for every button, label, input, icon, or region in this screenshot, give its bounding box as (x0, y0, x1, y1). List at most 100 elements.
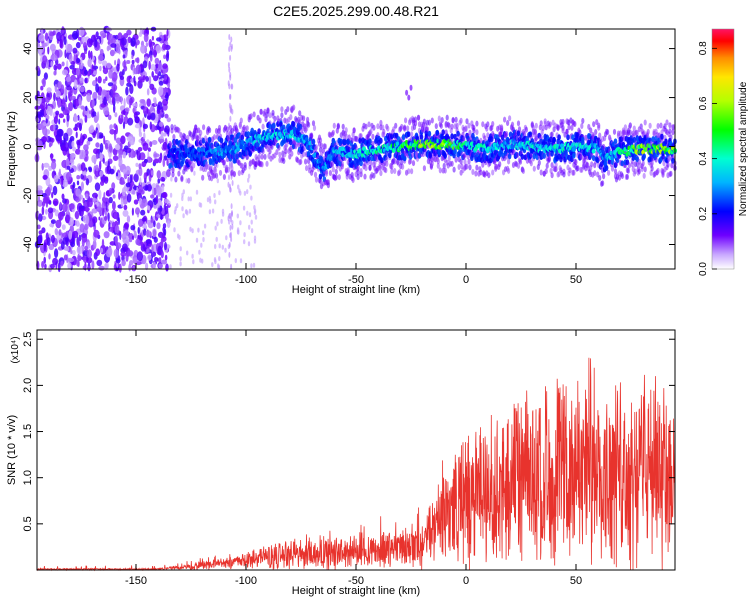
faint-blob (221, 244, 224, 250)
noise-blob (72, 249, 76, 256)
noise-blob (92, 131, 96, 139)
noise-blob (137, 147, 143, 152)
noise-blob (149, 141, 153, 148)
faint-blob (178, 234, 181, 240)
noise-blob (148, 39, 153, 48)
noise-blob (86, 249, 92, 259)
ridge-halo (643, 166, 647, 173)
faint-blob (170, 176, 173, 182)
noise-blob (132, 103, 138, 108)
ridge-halo (201, 174, 205, 181)
noise-blob (108, 196, 113, 204)
streak-blob (231, 223, 234, 230)
noise-blob (87, 70, 91, 77)
ridge-halo (601, 180, 605, 187)
noise-blob (108, 69, 113, 79)
spectrogram-x-tick-label: -100 (235, 274, 257, 286)
ridge-halo (290, 150, 294, 157)
ridge-halo (328, 170, 332, 176)
noise-blob (61, 175, 64, 186)
noise-blob (143, 172, 147, 181)
noise-blob (101, 60, 108, 67)
ridge-halo (574, 159, 578, 166)
noise-blob (56, 31, 62, 42)
ridge-halo (427, 119, 431, 126)
ridge-halo (344, 133, 348, 140)
noise-blob (61, 69, 69, 76)
ridge-halo (324, 168, 328, 175)
noise-blob (43, 162, 50, 168)
noise-blob (133, 230, 137, 239)
noise-blob (129, 138, 135, 146)
ridge-band (257, 128, 261, 135)
ridge-halo (275, 149, 279, 156)
noise-blob (146, 156, 152, 163)
isolated-blob (405, 89, 409, 96)
ridge-halo (648, 122, 652, 129)
noise-blob (46, 87, 52, 93)
ridge-band (207, 136, 212, 143)
ridge-halo (503, 116, 507, 123)
ridge-halo (356, 169, 360, 176)
noise-blob (118, 157, 123, 166)
faint-blob (209, 198, 212, 204)
ridge-halo (212, 134, 217, 141)
faint-blob (250, 195, 253, 201)
noise-blob (156, 37, 162, 42)
noise-blob (54, 209, 59, 217)
noise-blob (110, 38, 117, 44)
ridge-halo (463, 159, 467, 165)
noise-blob (95, 83, 99, 93)
noise-blob (124, 107, 130, 112)
noise-blob (80, 133, 83, 143)
noise-blob (164, 241, 167, 251)
noise-blob (114, 93, 121, 102)
ridge-halo (539, 169, 543, 176)
noise-blob (165, 92, 169, 102)
noise-blob (72, 230, 79, 239)
ridge-halo (273, 115, 277, 122)
faint-blob (236, 213, 239, 219)
noise-blob (99, 65, 102, 72)
noise-blob (38, 213, 43, 222)
ridge-halo (259, 108, 263, 115)
ridge-halo (330, 161, 334, 168)
ridge-halo (222, 159, 226, 166)
noise-blob (150, 194, 155, 199)
ridge-halo (217, 124, 222, 131)
ridge-halo (573, 121, 577, 127)
ridge-halo (507, 158, 511, 165)
noise-blob (92, 98, 95, 108)
colorbar-frame (711, 28, 735, 270)
noise-blob (82, 42, 88, 49)
noise-blob (38, 195, 40, 203)
noise-blob (99, 97, 103, 106)
noise-blob (125, 253, 129, 262)
noise-blob (58, 118, 61, 125)
noise-blob (49, 223, 54, 228)
noise-blob (103, 191, 106, 202)
ridge-halo (465, 118, 469, 125)
ridge-halo (472, 127, 476, 134)
noise-blob (43, 72, 49, 80)
noise-blob (106, 62, 112, 69)
ridge-halo (311, 120, 316, 127)
ridge-band (427, 130, 432, 137)
ridge-halo (284, 148, 288, 155)
noise-blob (88, 50, 91, 59)
noise-blob (80, 181, 84, 191)
noise-blob (60, 260, 64, 267)
noise-blob (91, 260, 95, 270)
noise-blob (143, 132, 146, 140)
noise-blob (166, 220, 171, 228)
ridge-halo (356, 174, 360, 181)
faint-blob (168, 200, 171, 206)
noise-blob (69, 95, 76, 101)
ridge-halo (376, 123, 380, 130)
ridge-halo (302, 151, 306, 158)
ridge-band (343, 139, 348, 146)
ridge-halo (307, 121, 311, 128)
ridge-halo (280, 106, 284, 113)
faint-blob (211, 208, 215, 214)
ridge-halo (393, 158, 397, 165)
